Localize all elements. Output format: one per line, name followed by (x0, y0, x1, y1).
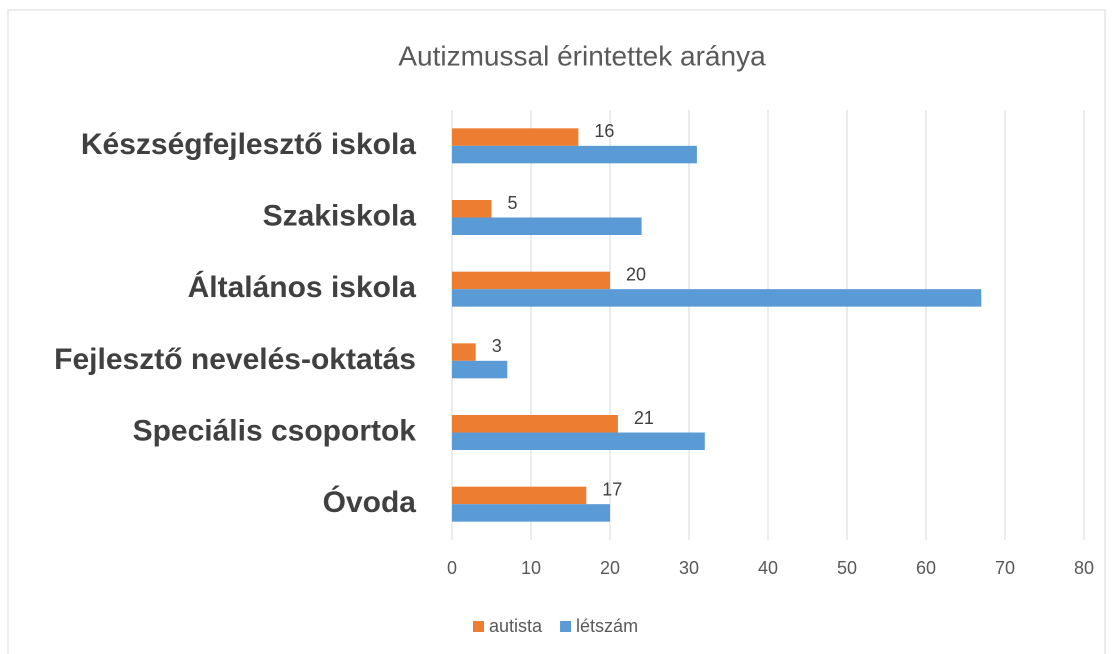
data-label: 3 (492, 336, 502, 356)
x-tick-label: 30 (679, 558, 699, 578)
chart-frame (7, 9, 1106, 654)
data-label: 20 (626, 264, 646, 284)
bar (452, 289, 982, 307)
bar (452, 145, 697, 164)
x-tick-label: 20 (600, 558, 620, 578)
bar (452, 360, 508, 379)
x-tick-label: 60 (916, 558, 936, 578)
category-label: Általános iskola (188, 270, 417, 304)
bar (452, 432, 705, 450)
legend-swatch (473, 621, 484, 632)
data-label: 5 (508, 193, 518, 213)
bar (452, 200, 492, 218)
x-tick-label: 0 (447, 558, 457, 578)
bar (452, 217, 642, 235)
legend-label: létszám (576, 616, 638, 636)
bar (452, 271, 610, 290)
category-label: Fejlesztő nevelés-oktatás (54, 343, 416, 376)
bar (452, 415, 618, 433)
bar (452, 504, 610, 522)
category-label: Szakiskola (263, 199, 417, 232)
legend-swatch (560, 621, 572, 632)
bar (452, 343, 476, 361)
bar (452, 486, 587, 505)
x-tick-label: 70 (995, 558, 1015, 578)
x-tick-label: 50 (837, 558, 857, 578)
bar (452, 128, 579, 146)
category-label: Speciális csoportok (133, 414, 417, 447)
x-tick-label: 10 (521, 558, 541, 578)
category-label: Óvoda (323, 485, 417, 519)
legend-label: autista (489, 616, 543, 636)
x-tick-label: 40 (758, 558, 778, 578)
chart-title: Autizmussal érintettek aránya (398, 40, 766, 71)
data-label: 16 (594, 121, 614, 141)
data-label: 21 (634, 408, 654, 428)
category-label: Készségfejlesztő iskola (81, 128, 416, 161)
data-label: 17 (602, 479, 622, 499)
x-tick-label: 80 (1074, 558, 1094, 578)
